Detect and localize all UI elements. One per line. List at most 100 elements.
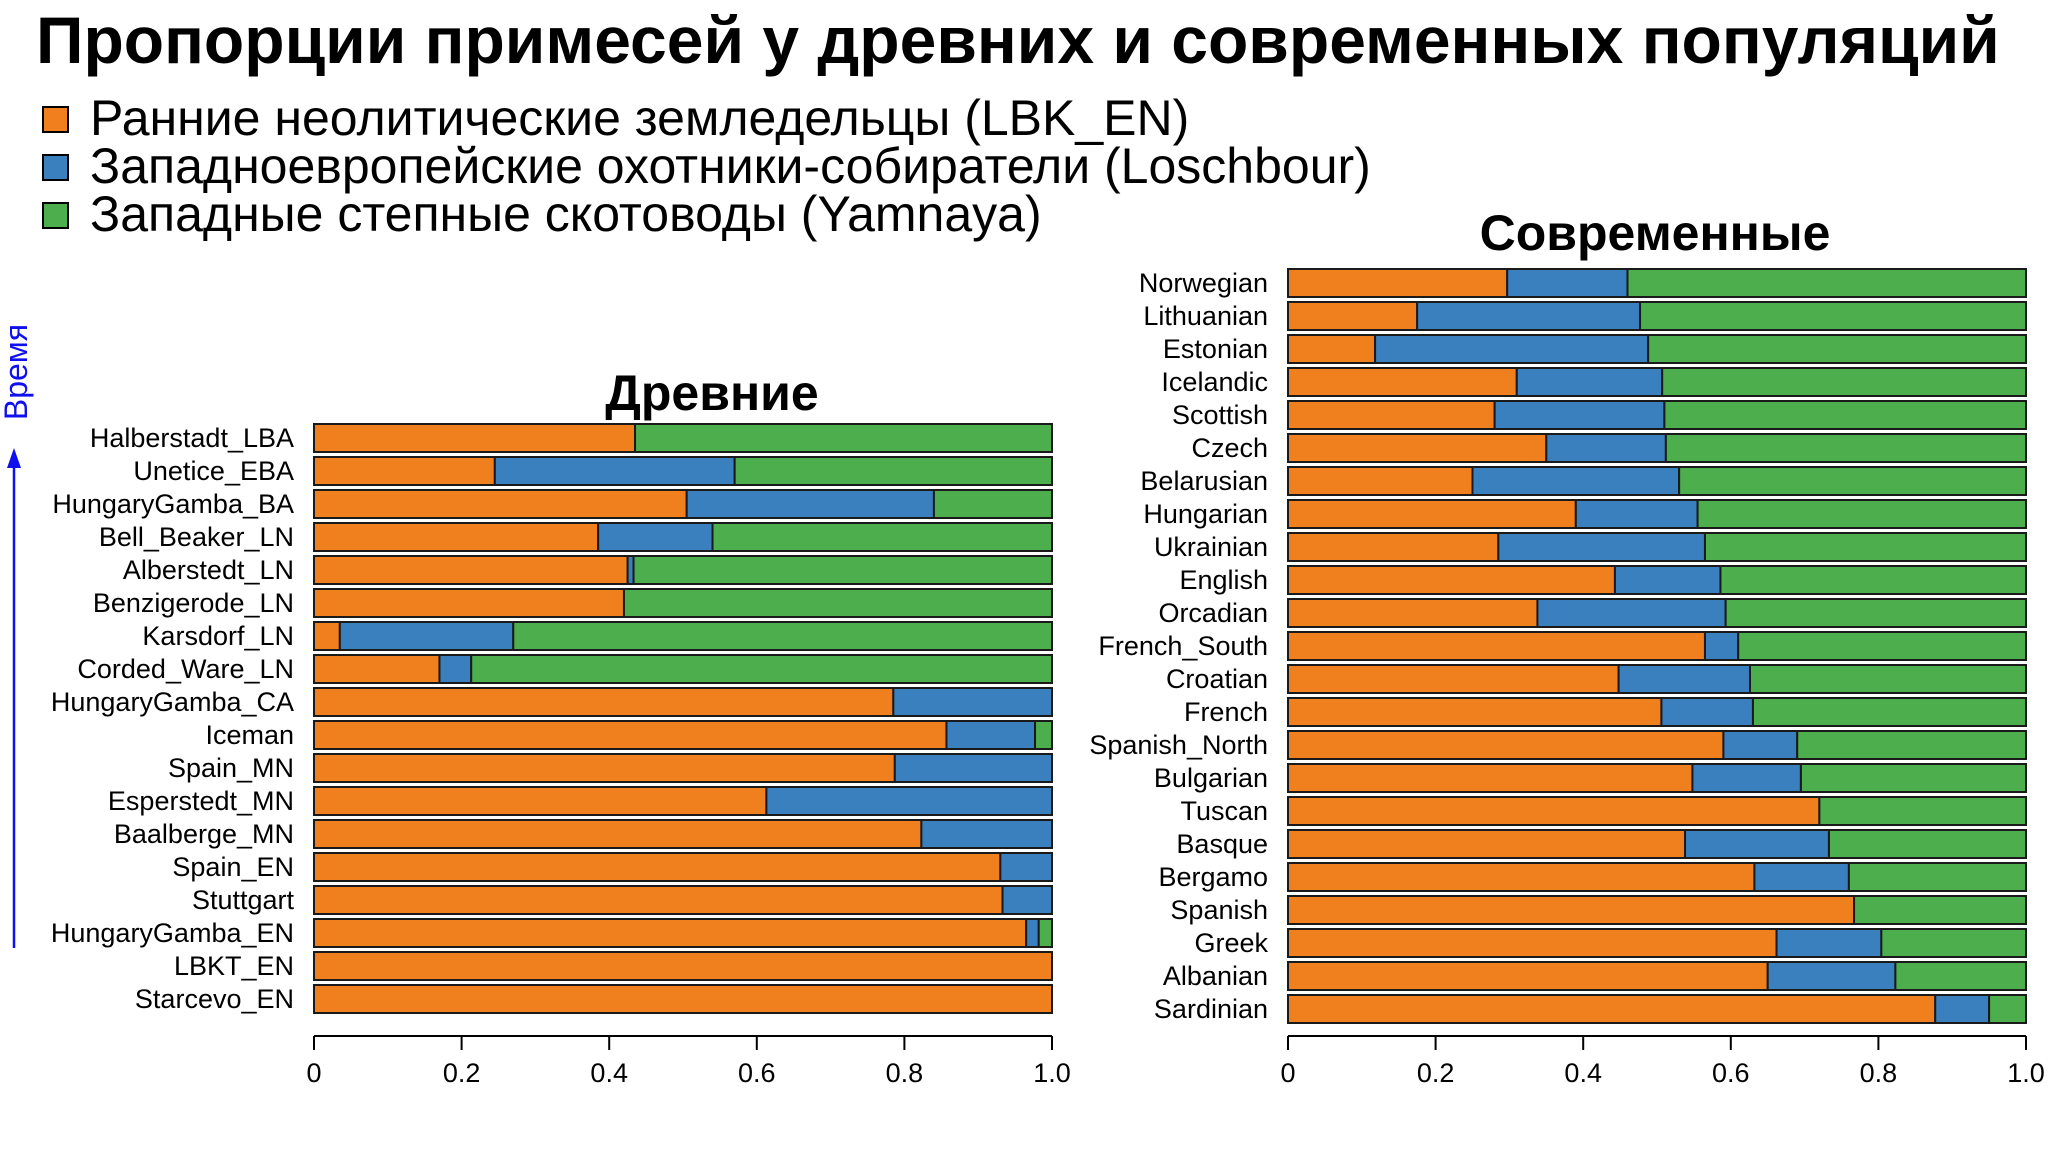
bar-modern-ukrainian-farmers <box>1287 532 1500 562</box>
bar-modern-tuscan-farmers <box>1287 796 1821 826</box>
bar-modern-french-farmers <box>1287 697 1663 727</box>
category-label-ukrainian: Ukrainian <box>1154 532 1268 562</box>
bar-modern-sardinian-hunters <box>1934 994 1991 1024</box>
bar-ancient-esperstedt-mn-hunters <box>765 786 1053 816</box>
bar-ancient-spain-mn-farmers <box>313 753 896 783</box>
bar-ancient-hungarygamba-en-hunters <box>1025 918 1040 948</box>
x-tick-label-ancient-4: 0.8 <box>886 1058 924 1088</box>
bar-ancient-unetice-eba-hunters <box>493 456 736 486</box>
bar-ancient-lbkt-en-farmers <box>313 951 1053 981</box>
bar-modern-belarusian-hunters <box>1471 466 1681 496</box>
x-tick-label-ancient-1: 0.2 <box>443 1058 481 1088</box>
bar-modern-english-farmers <box>1287 565 1616 595</box>
bar-modern-spanish-steppe <box>1853 895 2028 925</box>
bar-ancient-stuttgart-hunters <box>1001 885 1054 915</box>
x-tick-label-modern-2: 0.4 <box>1564 1058 1602 1088</box>
time-arrow-head <box>7 448 21 468</box>
bar-modern-czech-steppe <box>1664 433 2027 463</box>
category-label-lithuanian: Lithuanian <box>1143 301 1268 331</box>
bar-ancient-halberstadt-lba-farmers <box>313 423 637 453</box>
bar-modern-bulgarian-steppe <box>1799 763 2028 793</box>
bar-modern-orcadian-steppe <box>1724 598 2028 628</box>
category-label-alberstedt-ln: Alberstedt_LN <box>123 555 294 585</box>
bar-modern-bergamo-farmers <box>1287 862 1756 892</box>
category-label-spain-mn: Spain_MN <box>168 753 294 783</box>
category-label-spanish: Spanish <box>1170 895 1268 925</box>
bar-modern-scottish-farmers <box>1287 400 1496 430</box>
bar-modern-french-south-steppe <box>1737 631 2028 661</box>
bar-modern-bulgarian-hunters <box>1691 763 1802 793</box>
bar-modern-orcadian-farmers <box>1287 598 1539 628</box>
bar-ancient-karsdorf-ln-steppe <box>512 621 1053 651</box>
category-label-esperstedt-mn: Esperstedt_MN <box>108 786 294 816</box>
x-tick-label-ancient-5: 1.0 <box>1033 1058 1071 1088</box>
bar-ancient-hungarygamba-en-steppe <box>1037 918 1053 948</box>
bar-ancient-bell-beaker-ln-farmers <box>313 522 600 552</box>
category-label-lbkt-en: LBKT_EN <box>174 951 294 981</box>
panel-title-modern: Современные <box>1480 205 1831 261</box>
category-label-icelandic: Icelandic <box>1161 367 1268 397</box>
category-label-corded-ware-ln: Corded_Ware_LN <box>77 654 294 684</box>
legend-swatch-hunters <box>42 154 69 181</box>
category-label-halberstadt-lba: Halberstadt_LBA <box>90 423 294 453</box>
bar-modern-orcadian-hunters <box>1536 598 1727 628</box>
bar-modern-greek-steppe <box>1880 928 2028 958</box>
bar-modern-basque-steppe <box>1827 829 2027 859</box>
bar-modern-hungarian-hunters <box>1574 499 1699 529</box>
bar-modern-croatian-steppe <box>1748 664 2028 694</box>
category-label-benzigerode-ln: Benzigerode_LN <box>93 588 294 618</box>
category-label-starcevo-en: Starcevo_EN <box>135 984 294 1014</box>
bar-ancient-corded-ware-ln-farmers <box>313 654 441 684</box>
bar-modern-estonian-hunters <box>1374 334 1650 364</box>
category-label-croatian: Croatian <box>1166 664 1268 694</box>
bar-ancient-bell-beaker-ln-steppe <box>711 522 1054 552</box>
category-label-hungarygamba-ba: HungaryGamba_BA <box>52 489 294 519</box>
x-tick-label-modern-4: 0.8 <box>1860 1058 1898 1088</box>
category-label-spain-en: Spain_EN <box>172 852 294 882</box>
bar-modern-french-steppe <box>1751 697 2027 727</box>
x-tick-label-modern-3: 0.6 <box>1712 1058 1750 1088</box>
bar-modern-norwegian-hunters <box>1506 268 1629 298</box>
bar-ancient-esperstedt-mn-farmers <box>313 786 768 816</box>
category-label-french-south: French_South <box>1098 631 1268 661</box>
bar-ancient-alberstedt-ln-steppe <box>632 555 1054 585</box>
category-label-belarusian: Belarusian <box>1140 466 1268 496</box>
bar-modern-norwegian-farmers <box>1287 268 1509 298</box>
bar-modern-greek-hunters <box>1775 928 1883 958</box>
bar-modern-hungarian-farmers <box>1287 499 1577 529</box>
bar-modern-lithuanian-hunters <box>1416 301 1642 331</box>
bar-ancient-baalberge-mn-hunters <box>920 819 1054 849</box>
category-label-basque: Basque <box>1176 829 1268 859</box>
category-label-sardinian: Sardinian <box>1154 994 1268 1024</box>
bar-ancient-iceman-hunters <box>945 720 1037 750</box>
bar-ancient-starcevo-en-farmers <box>313 984 1053 1014</box>
bar-modern-czech-hunters <box>1545 433 1667 463</box>
bar-modern-ukrainian-hunters <box>1497 532 1706 562</box>
legend-label-hunters: Западноевропейские охотники-собиратели (… <box>90 138 1371 194</box>
category-label-orcadian: Orcadian <box>1158 598 1268 628</box>
x-tick-label-modern-1: 0.2 <box>1417 1058 1455 1088</box>
bar-modern-ukrainian-steppe <box>1703 532 2027 562</box>
bar-ancient-baalberge-mn-farmers <box>313 819 923 849</box>
bar-ancient-alberstedt-ln-farmers <box>313 555 629 585</box>
bar-ancient-unetice-eba-farmers <box>313 456 496 486</box>
category-label-stuttgart: Stuttgart <box>192 885 295 915</box>
bar-ancient-karsdorf-ln-hunters <box>338 621 515 651</box>
bar-modern-greek-farmers <box>1287 928 1778 958</box>
category-label-albanian: Albanian <box>1163 961 1268 991</box>
legend-swatch-steppe <box>42 202 69 229</box>
bar-ancient-spain-en-farmers <box>313 852 1002 882</box>
bar-ancient-iceman-farmers <box>313 720 948 750</box>
bar-modern-english-hunters <box>1613 565 1722 595</box>
x-tick-label-modern-0: 0 <box>1280 1058 1295 1088</box>
category-label-estonian: Estonian <box>1163 334 1268 364</box>
page-title: Пропорции примесей у древних и современн… <box>36 3 2000 77</box>
bar-modern-bulgarian-farmers <box>1287 763 1694 793</box>
bar-modern-lithuanian-steppe <box>1639 301 2027 331</box>
x-tick-label-ancient-3: 0.6 <box>738 1058 776 1088</box>
bar-modern-basque-hunters <box>1684 829 1830 859</box>
bar-modern-belarusian-steppe <box>1678 466 2027 496</box>
x-tick-label-ancient-2: 0.4 <box>590 1058 628 1088</box>
bar-ancient-benzigerode-ln-steppe <box>622 588 1054 618</box>
